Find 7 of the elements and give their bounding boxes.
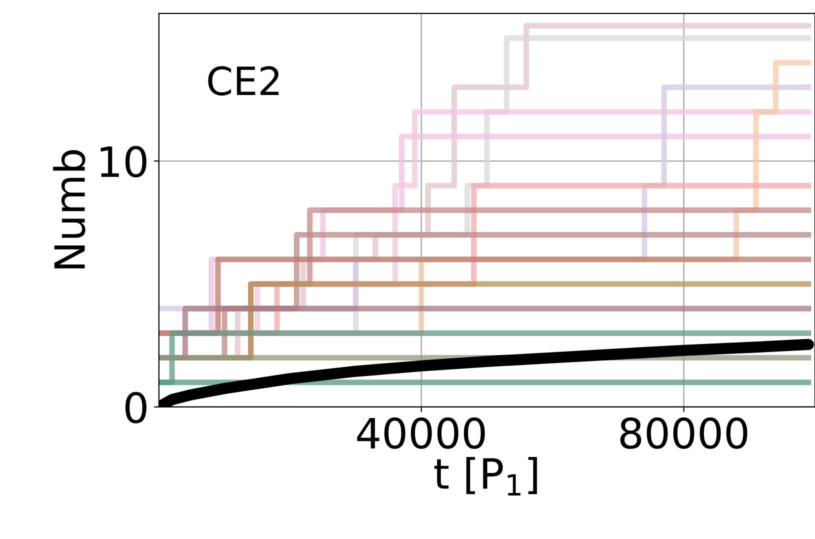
y-axis-title: Numb	[53, 150, 86, 268]
y-tick-label: 10	[100, 146, 146, 178]
x-tick-label: 40000	[357, 417, 485, 449]
y-tick-label: 0	[125, 392, 146, 424]
x-tick-label: 80000	[620, 417, 748, 449]
x-axis-title: t [P$_{1}$]	[434, 456, 537, 496]
annotation: CE2	[208, 66, 279, 96]
